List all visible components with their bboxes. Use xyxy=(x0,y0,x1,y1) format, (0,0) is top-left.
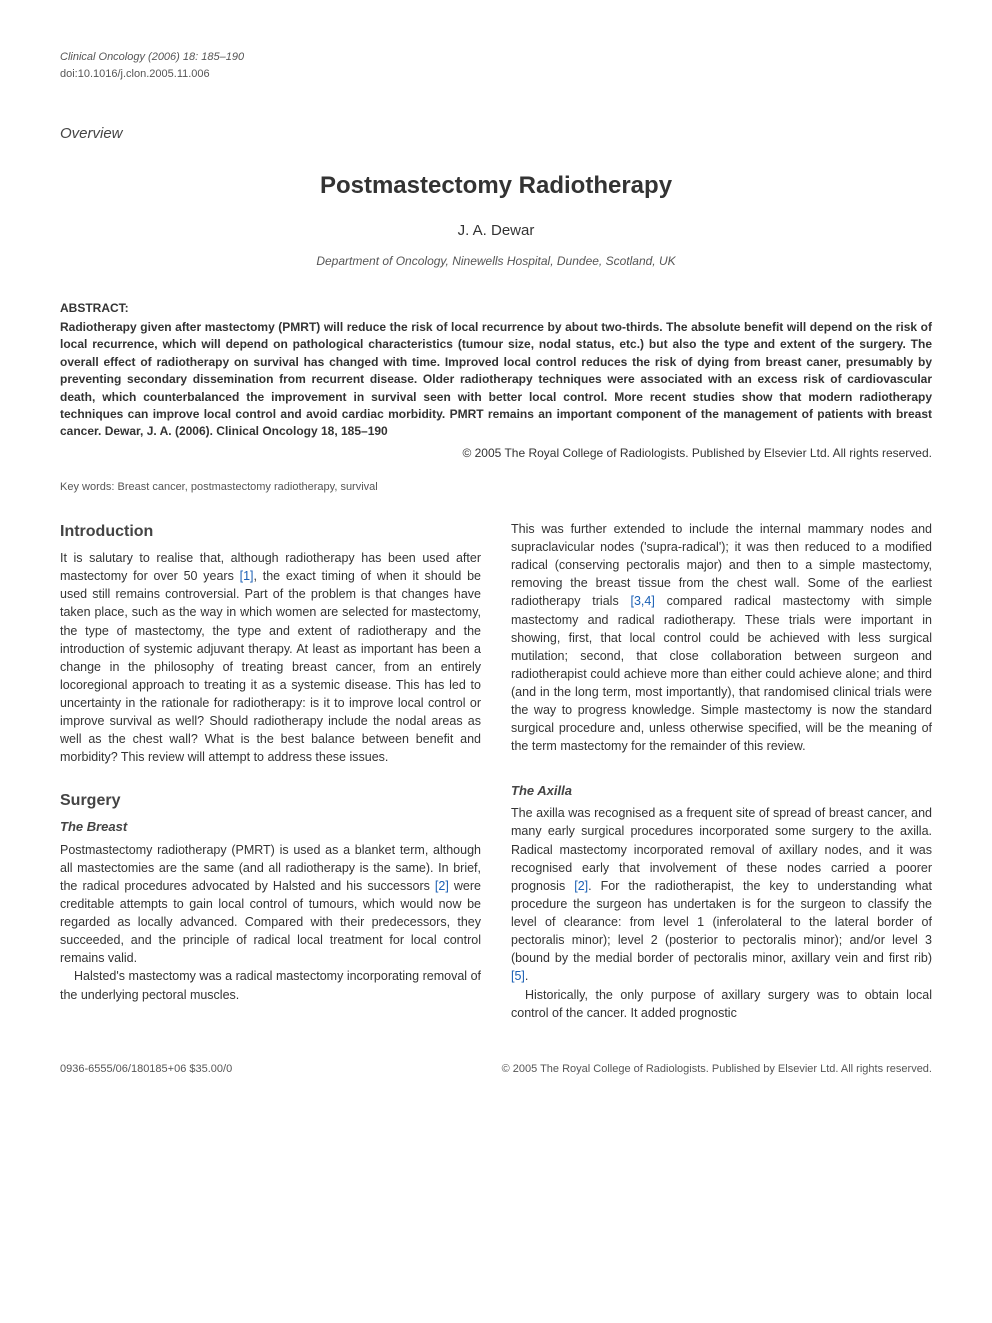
subsection-heading-axilla: The Axilla xyxy=(511,782,932,801)
page-footer: 0936-6555/06/180185+06 $35.00/0 © 2005 T… xyxy=(60,1062,932,1077)
keywords-label: Key words: xyxy=(60,481,114,493)
doi-line: doi:10.1016/j.clon.2005.11.006 xyxy=(60,67,932,82)
subsection-heading-breast: The Breast xyxy=(60,818,481,837)
footer-left: 0936-6555/06/180185+06 $35.00/0 xyxy=(60,1062,232,1077)
copyright-notice: © 2005 The Royal College of Radiologists… xyxy=(60,445,932,462)
keywords-line: Key words: Breast cancer, postmastectomy… xyxy=(60,480,932,495)
section-heading-introduction: Introduction xyxy=(60,520,481,543)
breast-para-1: Postmastectomy radiotherapy (PMRT) is us… xyxy=(60,841,481,968)
journal-header: Clinical Oncology (2006) 18: 185–190 doi… xyxy=(60,50,932,83)
abstract-text: Radiotherapy given after mastectomy (PMR… xyxy=(60,319,932,441)
axilla-para-2: Historically, the only purpose of axilla… xyxy=(511,986,932,1022)
abstract-label: ABSTRACT: xyxy=(60,300,932,317)
author-affiliation: Department of Oncology, Ninewells Hospit… xyxy=(60,253,932,270)
footer-right: © 2005 The Royal College of Radiologists… xyxy=(502,1062,932,1077)
keywords-text: Breast cancer, postmastectomy radiothera… xyxy=(117,481,377,493)
breast-para-2: Halsted's mastectomy was a radical maste… xyxy=(60,967,481,1003)
column-left: Introduction It is salutary to realise t… xyxy=(60,520,481,1022)
article-type-label: Overview xyxy=(60,123,932,144)
paper-title: Postmastectomy Radiotherapy xyxy=(60,169,932,203)
axilla-para-1: The axilla was recognised as a frequent … xyxy=(511,804,932,985)
journal-citation: Clinical Oncology (2006) 18: 185–190 xyxy=(60,50,932,65)
breast-para-3: This was further extended to include the… xyxy=(511,520,932,756)
column-right: This was further extended to include the… xyxy=(511,520,932,1022)
section-heading-surgery: Surgery xyxy=(60,789,481,812)
introduction-para: It is salutary to realise that, although… xyxy=(60,549,481,767)
two-column-body: Introduction It is salutary to realise t… xyxy=(60,520,932,1022)
author-name: J. A. Dewar xyxy=(60,220,932,241)
